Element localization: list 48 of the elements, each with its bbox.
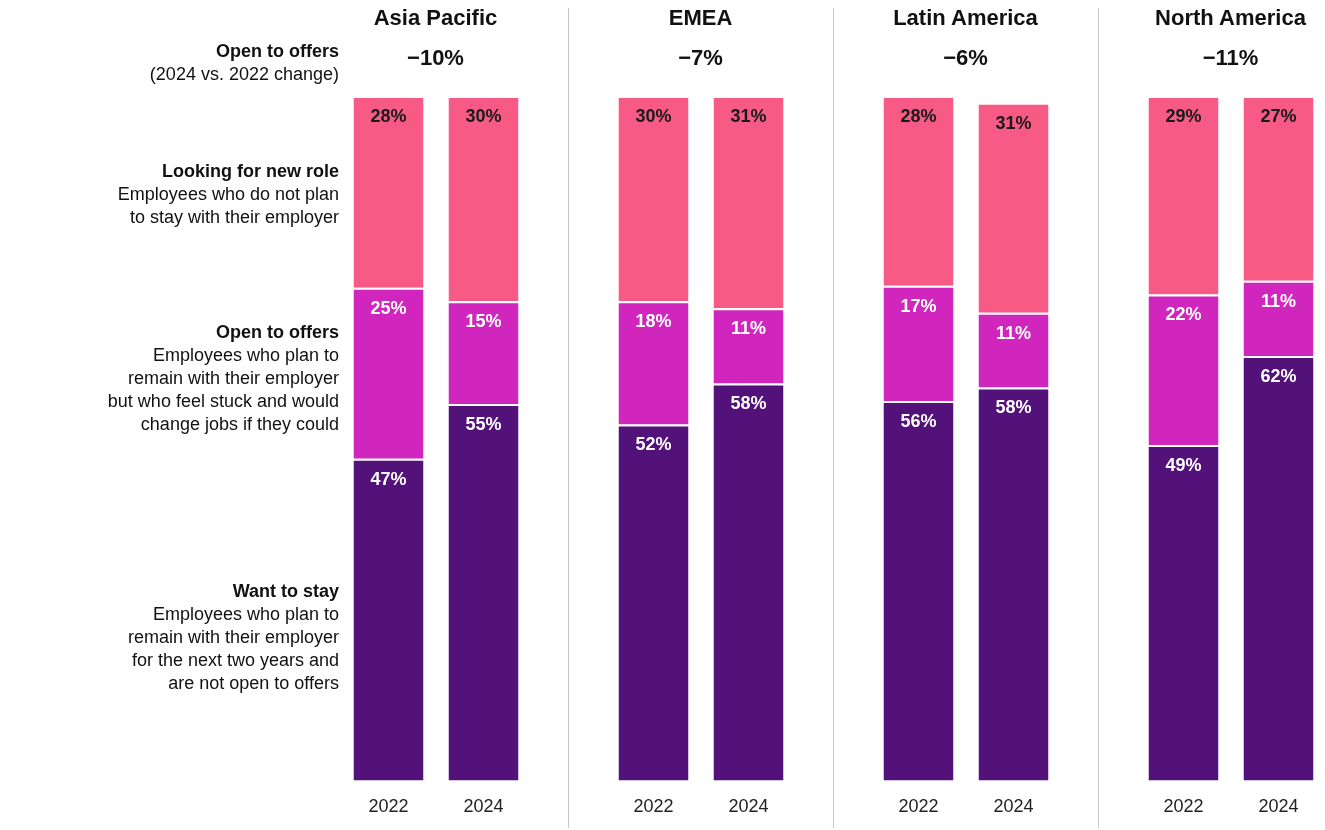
- data-label: 18%: [635, 311, 672, 332]
- data-label: 25%: [370, 297, 407, 318]
- x-tick-label: 2024: [1258, 796, 1299, 817]
- chart-title: EMEA: [667, 5, 734, 31]
- series-label: Want to stay: [231, 580, 339, 603]
- chart-subtitle: −6%: [942, 45, 989, 71]
- x-tick-label: 2024: [728, 796, 769, 817]
- chart-title: North America: [1154, 5, 1307, 31]
- x-tick-label: 2022: [633, 796, 674, 817]
- x-tick-label: 2024: [993, 796, 1034, 817]
- chart-subtitle: −7%: [677, 45, 724, 71]
- data-label: 58%: [995, 397, 1032, 418]
- data-label: 28%: [370, 105, 407, 126]
- data-label: 22%: [1165, 304, 1202, 325]
- data-label: 11%: [995, 322, 1032, 343]
- data-label: 62%: [1260, 366, 1297, 387]
- x-tick-label: 2024: [463, 796, 504, 817]
- data-label: 56%: [900, 410, 937, 431]
- data-label: 27%: [1260, 105, 1297, 126]
- chart-title: Latin America: [892, 5, 1039, 31]
- data-label: 11%: [730, 318, 767, 339]
- x-tick-label: 2022: [1163, 796, 1204, 817]
- data-label: 15%: [465, 311, 502, 332]
- data-label: 28%: [900, 105, 937, 126]
- data-label: 31%: [995, 112, 1032, 133]
- data-label: 47%: [370, 468, 407, 489]
- text: Employees who plan to remain with their employer but who feel stuck and would change jobs if they could: [106, 344, 339, 436]
- x-tick-label: 2022: [898, 796, 939, 817]
- data-label: 29%: [1165, 105, 1202, 126]
- data-label: 58%: [730, 393, 767, 414]
- series-label: Open to offers: [215, 321, 339, 344]
- data-label: 30%: [635, 105, 672, 126]
- series-label: Looking for new role: [161, 160, 339, 183]
- data-label: 30%: [465, 105, 502, 126]
- chart-title: Asia Pacific: [372, 5, 499, 31]
- data-label: 11%: [1260, 290, 1297, 311]
- text: Employees who do not plan to stay with their employer: [116, 183, 339, 229]
- chart-subtitle: −11%: [1201, 45, 1260, 71]
- chart-subtitle: −10%: [407, 45, 464, 70]
- x-tick-label: 2022: [368, 796, 409, 817]
- data-label: 55%: [465, 413, 502, 434]
- text: Employees who plan to remain with their employer for the next two years and are not open to offers: [126, 603, 339, 695]
- data-label: 49%: [1165, 455, 1202, 476]
- data-label: 52%: [635, 434, 672, 455]
- data-label: 31%: [730, 105, 767, 126]
- text: Open to offers: [215, 40, 339, 63]
- data-label: 17%: [900, 295, 937, 316]
- text: (2024 vs. 2022 change): [148, 63, 339, 86]
